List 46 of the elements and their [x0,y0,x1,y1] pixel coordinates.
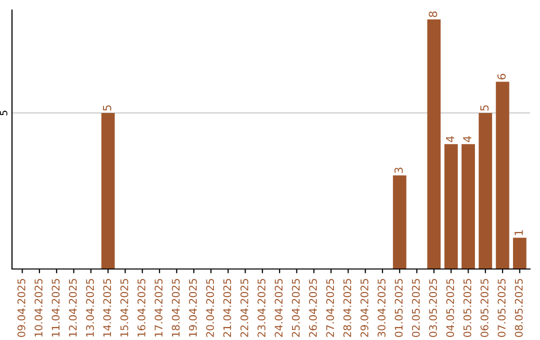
x-tick-label: 20.04.2025 [206,278,214,337]
bar [444,144,458,269]
x-tick-label: 04.05.2025 [446,278,454,337]
x-tick-label: 19.04.2025 [188,278,197,337]
bar [427,19,441,269]
x-tick-label: 16.04.2025 [138,278,146,337]
x-tick-label: 27.04.2025 [326,278,334,337]
x-tick-label: 17.04.2025 [154,278,163,337]
bar [392,175,406,269]
x-tick-label: 25.04.2025 [292,278,300,337]
x-tick-label: 06.05.2025 [480,278,488,337]
bar [496,82,510,269]
x-tick-label: 10.04.2025 [34,278,42,337]
x-tick-label: 09.04.2025 [17,278,26,337]
data-label: 5 [103,105,112,111]
bar [462,144,475,269]
x-tick-label: 14.04.2025 [103,278,112,337]
x-tick-label: 12.04.2025 [68,278,77,337]
bar [513,238,526,269]
x-tick-label: 26.04.2025 [309,278,317,337]
x-tick-label: 29.04.2025 [360,278,368,337]
x-tick-label: 11.04.2025 [52,278,60,337]
x-tick-label: 21.04.2025 [223,278,232,337]
x-tick-label: 24.04.2025 [274,278,283,337]
x-tick-label: 13.04.2025 [86,278,94,337]
data-label: 1 [514,230,523,236]
x-tick-label: 08.05.2025 [514,278,523,337]
data-label: 4 [463,136,472,142]
x-tick-label: 18.04.2025 [172,278,180,337]
x-tick-label: 22.04.2025 [240,278,248,337]
data-label: 3 [394,168,403,173]
x-tick-label: 01.05.2025 [394,278,403,337]
x-tick-label: 02.05.2025 [412,278,420,337]
data-label: 8 [428,11,438,18]
data-label: 6 [497,74,506,80]
x-tick-label: 07.05.2025 [498,278,506,337]
data-label: 5 [480,105,489,111]
x-tick-label: 03.05.2025 [429,278,437,337]
bar [101,112,115,269]
bar [478,112,492,269]
x-tick-label: 28.04.2025 [343,278,352,337]
x-tick-label: 23.04.2025 [258,278,266,337]
x-tick-label: 30.04.2025 [378,278,386,337]
data-label: 4 [446,136,454,142]
x-tick-label: 05.05.2025 [463,278,472,337]
x-tick-label: 15.04.2025 [120,278,128,337]
